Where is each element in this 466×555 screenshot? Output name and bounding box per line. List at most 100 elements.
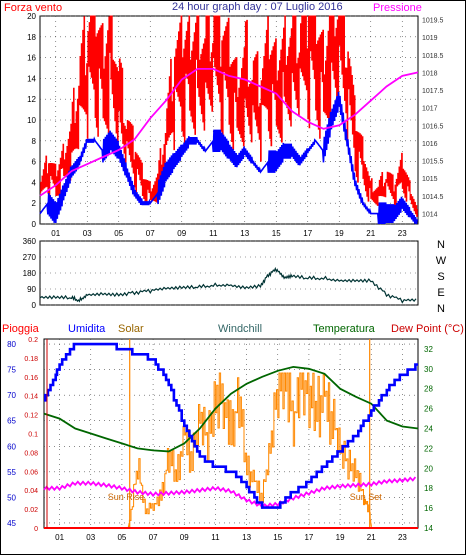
sun-set-label: Sun Set xyxy=(350,492,383,502)
hour-tick-label: 19 xyxy=(336,533,345,542)
header-title: 24 hour graph day : 07 Luglio 2016 xyxy=(172,1,343,13)
rain-tick-label: 0.06 xyxy=(24,469,38,476)
compass-label: N xyxy=(437,303,445,315)
series-humidity xyxy=(44,342,418,509)
direction-tick-label: 90 xyxy=(27,285,36,294)
humidity-tick-label: 75 xyxy=(7,366,16,375)
bottom-legend-title: Temperatura xyxy=(313,323,376,335)
series-solar xyxy=(44,372,418,529)
header-left: Forza vento xyxy=(4,2,62,14)
temperature-tick-label: 22 xyxy=(424,444,433,453)
series-wind-direction xyxy=(39,266,417,304)
bottom-titles: Pioggia Umidita Solar Windchill Temperatura D… xyxy=(2,323,464,335)
compass-label: W xyxy=(436,255,447,267)
series-temperature xyxy=(43,365,419,453)
pressure-tick-label: 1018 xyxy=(422,70,438,77)
rain-tick-label: 0.1 xyxy=(28,432,38,439)
series-wind-speed xyxy=(40,15,418,217)
wind-tick-label: 12 xyxy=(27,95,36,104)
sun-rise-label: Sun Rise xyxy=(108,492,145,502)
pressure-tick-label: 1019.5 xyxy=(422,18,444,25)
mid-plot-frame xyxy=(39,240,419,306)
series-dew-point xyxy=(43,476,417,510)
header-right: Pressione xyxy=(373,2,422,14)
temperature-tick-label: 26 xyxy=(424,405,433,414)
humidity-temperature-panel: 45 50 55 60 65 70 75 80 0 0.02 0.04 0.06 0.08 0.1 0.1… xyxy=(7,337,433,542)
hour-tick-label: 05 xyxy=(114,229,123,238)
rain-tick-label: 0.04 xyxy=(24,488,38,495)
temperature-tick-label: 18 xyxy=(424,484,433,493)
humidity-tick-label: 50 xyxy=(7,493,16,502)
hour-tick-label: 17 xyxy=(304,533,313,542)
pressure-tick-label: 1016 xyxy=(422,141,438,148)
hour-tick-label: 17 xyxy=(303,229,312,238)
humidity-axis: 45 50 55 60 65 70 75 80 xyxy=(7,340,16,528)
series-wind-gust xyxy=(39,91,418,225)
bottom-legend-title: Pioggia xyxy=(2,323,40,335)
bottom-legend-title: Dew Point (°C) xyxy=(391,323,464,335)
humidity-tick-label: 80 xyxy=(7,340,16,349)
pressure-tick-label: 1017 xyxy=(422,106,438,113)
hour-tick-label: 01 xyxy=(51,229,60,238)
rain-tick-label: 0.16 xyxy=(24,375,38,382)
direction-tick-label: 180 xyxy=(23,269,37,278)
bottom-series xyxy=(43,342,419,529)
hour-tick-label: 21 xyxy=(366,229,375,238)
pressure-tick-label: 1015.5 xyxy=(422,159,444,166)
hour-tick-label: 23 xyxy=(398,533,407,542)
humidity-tick-label: 70 xyxy=(7,391,16,400)
pressure-tick-label: 1017.5 xyxy=(422,88,444,95)
hour-tick-label: 19 xyxy=(335,229,344,238)
rain-tick-label: 0.18 xyxy=(24,356,38,363)
pressure-tick-label: 1015 xyxy=(422,176,438,183)
humidity-tick-label: 60 xyxy=(7,442,16,451)
temperature-tick-label: 16 xyxy=(424,504,433,513)
pressure-tick-label: 1018.5 xyxy=(422,53,444,60)
pressure-tick-label: 1019 xyxy=(422,35,438,42)
temperature-tick-label: 14 xyxy=(424,524,433,533)
rain-tick-label: 0.14 xyxy=(24,394,38,401)
bottom-legend-title: Windchill xyxy=(218,323,262,335)
humidity-tick-label: 65 xyxy=(7,417,16,426)
bottom-legend-title: Solar xyxy=(118,323,144,335)
humidity-tick-label: 55 xyxy=(7,468,16,477)
rain-tick-label: 0.02 xyxy=(24,507,38,514)
rain-tick-label: 0.12 xyxy=(24,413,38,420)
mid-grid xyxy=(40,240,418,306)
series-pressure xyxy=(39,68,419,197)
wind-tick-label: 14 xyxy=(27,74,36,83)
wind-speed-axis: 0 2 4 6 8 10 12 14 16 18 20 xyxy=(27,12,36,229)
hour-tick-label: 03 xyxy=(83,229,92,238)
hour-tick-label: 13 xyxy=(242,533,251,542)
wind-tick-label: 4 xyxy=(32,178,37,187)
hour-tick-label: 15 xyxy=(272,229,281,238)
hour-tick-label: 03 xyxy=(86,533,95,542)
hour-tick-label: 07 xyxy=(146,229,155,238)
rain-tick-label: 0 xyxy=(34,526,38,533)
wind-tick-label: 8 xyxy=(32,137,37,146)
direction-axis: 0 90 180 270 360 xyxy=(23,237,37,310)
hour-tick-label: 21 xyxy=(367,533,376,542)
pressure-tick-label: 1014 xyxy=(422,211,438,218)
humidity-tick-label: 45 xyxy=(7,519,16,528)
wind-tick-label: 0 xyxy=(32,220,37,229)
top-series xyxy=(39,15,419,225)
hour-tick-label: 23 xyxy=(398,229,407,238)
direction-tick-label: 360 xyxy=(23,237,37,246)
top-hour-axis: 01 03 05 07 09 11 13 15 17 19 21 23 xyxy=(51,229,407,238)
compass-label: S xyxy=(437,271,444,283)
wind-tick-label: 6 xyxy=(32,158,37,167)
hour-tick-label: 13 xyxy=(240,229,249,238)
temperature-tick-label: 20 xyxy=(424,464,433,473)
pressure-tick-label: 1016.5 xyxy=(422,123,444,130)
rain-tick-label: 0.2 xyxy=(28,337,38,344)
hour-tick-label: 15 xyxy=(273,533,282,542)
pressure-tick-label: 1014.5 xyxy=(422,194,444,201)
rain-tick-label: 0.08 xyxy=(24,450,38,457)
hour-tick-label: 11 xyxy=(211,533,220,542)
rain-axis: 0 0.02 0.04 0.06 0.08 0.1 0.12 0.14 0.16 0.18 0.2 xyxy=(24,337,48,533)
